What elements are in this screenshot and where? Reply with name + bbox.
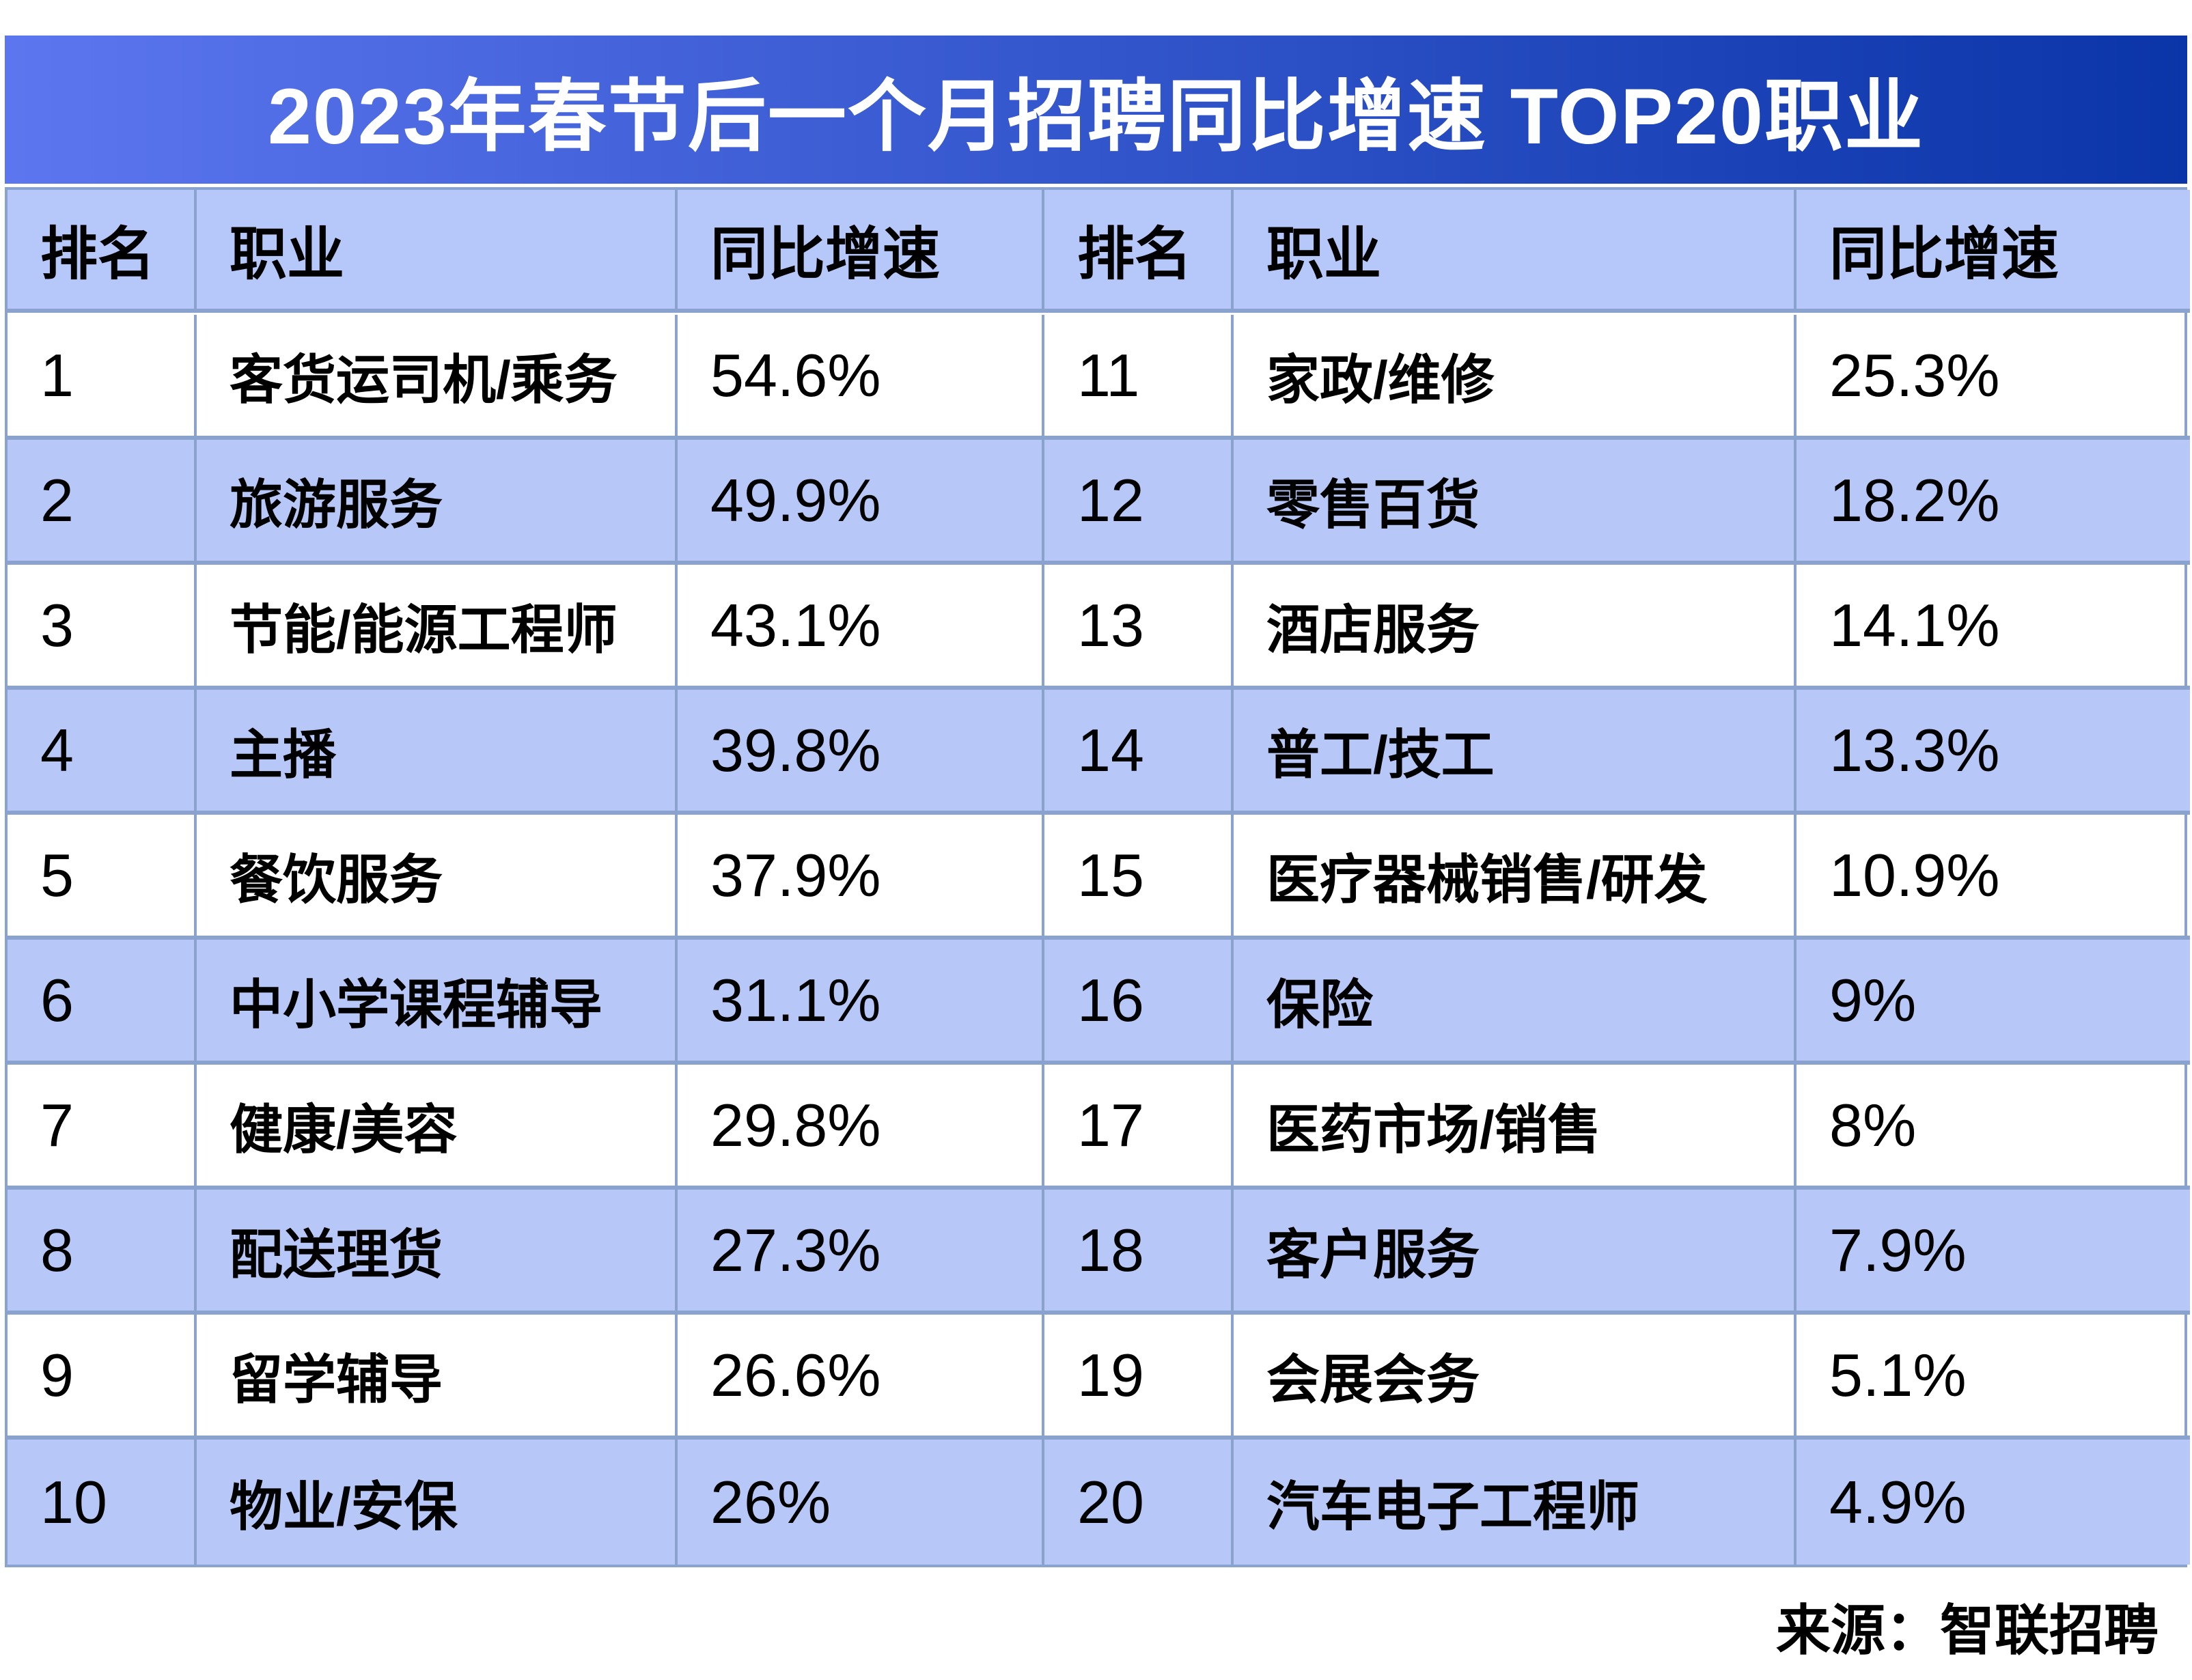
occupation-cell: 酒店服务 [1234, 565, 1796, 690]
source-label: 来源：智联招聘 [1776, 1600, 2159, 1661]
occupation-cell: 健康/美容 [197, 1065, 678, 1190]
rank-cell: 5 [8, 815, 197, 940]
rank-cell: 7 [8, 1065, 197, 1190]
growth-cell: 31.1% [678, 940, 1044, 1065]
growth-cell: 5.1% [1796, 1315, 2190, 1440]
rank-cell: 20 [1044, 1440, 1234, 1565]
occupation-cell: 留学辅导 [197, 1315, 678, 1440]
growth-cell: 27.3% [678, 1190, 1044, 1315]
occupation-cell: 旅游服务 [197, 440, 678, 565]
occupation-cell: 会展会务 [1234, 1315, 1796, 1440]
header-occupation-left: 职业 [197, 190, 678, 313]
growth-cell: 8% [1796, 1065, 2190, 1190]
top20-table: 排名 职业 同比增速 排名 职业 同比增速 1 客货运司机/乘务 54.6% 11 家政… [5, 187, 2190, 1567]
growth-cell: 39.8% [678, 690, 1044, 815]
occupation-cell: 节能/能源工程师 [197, 565, 678, 690]
occupation-cell: 普工/技工 [1234, 690, 1796, 815]
rank-cell: 3 [8, 565, 197, 690]
header-occupation-right: 职业 [1234, 190, 1796, 313]
growth-cell: 25.3% [1796, 315, 2190, 440]
rank-cell: 9 [8, 1315, 197, 1440]
header-growth-right: 同比增速 [1796, 190, 2190, 313]
occupation-cell: 客户服务 [1234, 1190, 1796, 1315]
title-bar: 2023年春节后一个月招聘同比增速 TOP20职业 [5, 36, 2187, 184]
occupation-cell: 零售百货 [1234, 440, 1796, 565]
growth-cell: 49.9% [678, 440, 1044, 565]
occupation-cell: 保险 [1234, 940, 1796, 1065]
header-growth-left: 同比增速 [678, 190, 1044, 313]
rank-cell: 10 [8, 1440, 197, 1565]
occupation-cell: 中小学课程辅导 [197, 940, 678, 1065]
growth-cell: 37.9% [678, 815, 1044, 940]
rank-cell: 1 [8, 315, 197, 440]
occupation-cell: 医疗器械销售/研发 [1234, 815, 1796, 940]
occupation-cell: 汽车电子工程师 [1234, 1440, 1796, 1565]
growth-cell: 14.1% [1796, 565, 2190, 690]
occupation-cell: 配送理货 [197, 1190, 678, 1315]
growth-cell: 29.8% [678, 1065, 1044, 1190]
header-rank-left: 排名 [8, 190, 197, 313]
occupation-cell: 医药市场/销售 [1234, 1065, 1796, 1190]
growth-cell: 4.9% [1796, 1440, 2190, 1565]
rank-cell: 18 [1044, 1190, 1234, 1315]
growth-cell: 18.2% [1796, 440, 2190, 565]
growth-cell: 13.3% [1796, 690, 2190, 815]
footer: 来源：智联招聘 [5, 1586, 2187, 1666]
growth-cell: 7.9% [1796, 1190, 2190, 1315]
rank-cell: 12 [1044, 440, 1234, 565]
header-rank-right: 排名 [1044, 190, 1234, 313]
growth-cell: 43.1% [678, 565, 1044, 690]
rank-cell: 11 [1044, 315, 1234, 440]
growth-cell: 54.6% [678, 315, 1044, 440]
rank-cell: 2 [8, 440, 197, 565]
occupation-cell: 餐饮服务 [197, 815, 678, 940]
rank-cell: 19 [1044, 1315, 1234, 1440]
rank-cell: 8 [8, 1190, 197, 1315]
growth-cell: 26.6% [678, 1315, 1044, 1440]
rank-cell: 14 [1044, 690, 1234, 815]
rank-cell: 17 [1044, 1065, 1234, 1190]
rank-cell: 13 [1044, 565, 1234, 690]
rank-cell: 6 [8, 940, 197, 1065]
occupation-cell: 主播 [197, 690, 678, 815]
growth-cell: 10.9% [1796, 815, 2190, 940]
page-title: 2023年春节后一个月招聘同比增速 TOP20职业 [267, 72, 1925, 160]
rank-cell: 16 [1044, 940, 1234, 1065]
occupation-cell: 客货运司机/乘务 [197, 315, 678, 440]
rank-cell: 15 [1044, 815, 1234, 940]
growth-cell: 26% [678, 1440, 1044, 1565]
rank-cell: 4 [8, 690, 197, 815]
growth-cell: 9% [1796, 940, 2190, 1065]
occupation-cell: 家政/维修 [1234, 315, 1796, 440]
occupation-cell: 物业/安保 [197, 1440, 678, 1565]
